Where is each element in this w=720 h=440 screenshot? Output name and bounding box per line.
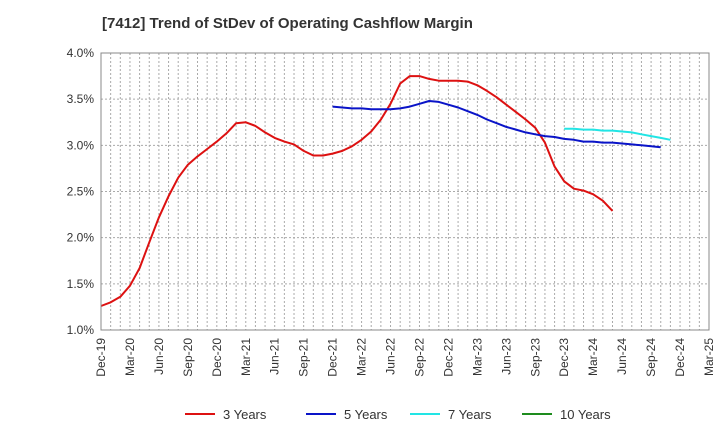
chart-title: [7412] Trend of StDev of Operating Cashf… — [102, 15, 473, 32]
y-tick-label: 4.0% — [67, 46, 95, 60]
x-tick-label: Jun-22 — [384, 338, 398, 375]
series-line-2 — [332, 100, 661, 149]
x-tick-label: Sep-21 — [297, 338, 311, 377]
x-tick-label: Dec-20 — [210, 338, 224, 377]
legend-label-3: 7 Years — [448, 407, 492, 422]
plot-frame — [100, 52, 710, 331]
y-tick-label: 3.0% — [67, 138, 95, 152]
x-tick-label: Dec-24 — [673, 338, 687, 377]
grid-layer — [101, 53, 709, 330]
legend-label-2: 5 Years — [344, 407, 388, 422]
y-tick-label: 1.5% — [67, 277, 95, 291]
y-tick-label: 2.5% — [67, 185, 95, 199]
x-tick-label: Mar-20 — [123, 338, 137, 376]
x-tick-label: Dec-21 — [326, 338, 340, 377]
x-tick-label: Mar-25 — [702, 338, 716, 376]
y-tick-label: 1.0% — [67, 323, 95, 337]
x-tick-label: Jun-24 — [615, 338, 629, 375]
axis-labels: 1.0% 1.5% 2.0% 2.5% 3.0% 3.5% 4.0% Dec-19 Mar-20… — [67, 46, 716, 377]
x-tick-label: Mar-22 — [355, 338, 369, 376]
legend: 3 Years 5 Years 7 Years 10 Years — [185, 407, 611, 422]
x-tick-label: Mar-23 — [470, 338, 484, 376]
x-tick-label: Mar-24 — [586, 338, 600, 376]
x-tick-label: Jun-20 — [152, 338, 166, 375]
x-tick-label: Sep-23 — [528, 338, 542, 377]
x-tick-label: Dec-23 — [557, 338, 571, 377]
x-tick-label: Sep-20 — [181, 338, 195, 377]
x-tick-label: Sep-22 — [412, 338, 426, 377]
y-tick-label: 3.5% — [67, 92, 95, 106]
y-tick-label: 2.0% — [67, 231, 95, 245]
x-tick-label: Jun-23 — [499, 338, 513, 375]
legend-label-1: 3 Years — [223, 407, 267, 422]
x-tick-label: Dec-19 — [94, 338, 108, 377]
x-tick-label: Jun-21 — [268, 338, 282, 375]
x-tick-label: Sep-24 — [644, 338, 658, 377]
series-line-3 — [564, 127, 671, 141]
series-layer — [100, 75, 671, 307]
series-line-1 — [100, 75, 614, 307]
x-tick-label: Dec-22 — [441, 338, 455, 377]
x-tick-label: Mar-21 — [239, 338, 253, 376]
legend-label-4: 10 Years — [560, 407, 611, 422]
